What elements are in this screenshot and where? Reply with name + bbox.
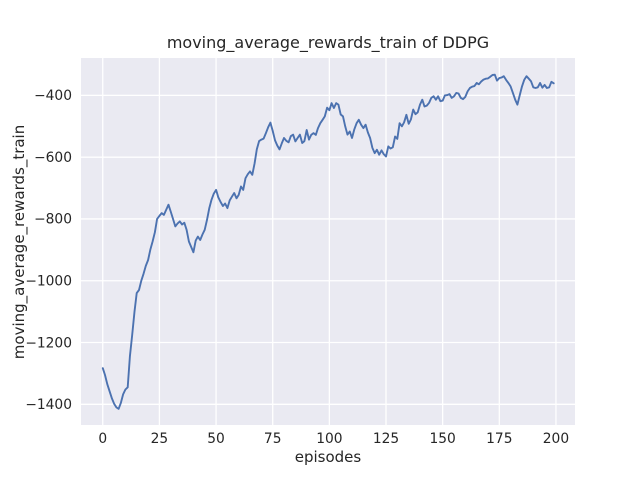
x-tick-label: 25 [151, 431, 169, 447]
plot-area [81, 58, 575, 425]
x-tick-label: 150 [429, 431, 455, 447]
x-tick-labels: 0 25 50 75 100 125 150 175 200 [98, 431, 569, 447]
gridlines [81, 58, 575, 425]
y-axis-label: moving_average_rewards_train [10, 125, 29, 359]
y-tick-labels: −400 −600 −800 −1000 −1200 −1400 [25, 88, 72, 413]
y-tick-label: −1400 [25, 397, 72, 413]
x-tick-label: 100 [316, 431, 342, 447]
y-tick-label: −800 [34, 212, 72, 228]
y-tick-label: −600 [34, 150, 72, 166]
x-tick-label: 175 [486, 431, 512, 447]
y-tick-label: −1000 [25, 274, 72, 290]
x-tick-label: 50 [207, 431, 225, 447]
series-line [101, 73, 555, 410]
chart-title: moving_average_rewards_train of DDPG [167, 33, 489, 53]
x-tick-label: 125 [373, 431, 399, 447]
x-tick-label: 75 [264, 431, 282, 447]
y-tick-label: −400 [34, 88, 72, 104]
x-axis-label: episodes [295, 448, 362, 466]
x-tick-label: 0 [98, 431, 107, 447]
y-tick-label: −1200 [25, 335, 72, 351]
x-tick-label: 200 [543, 431, 569, 447]
